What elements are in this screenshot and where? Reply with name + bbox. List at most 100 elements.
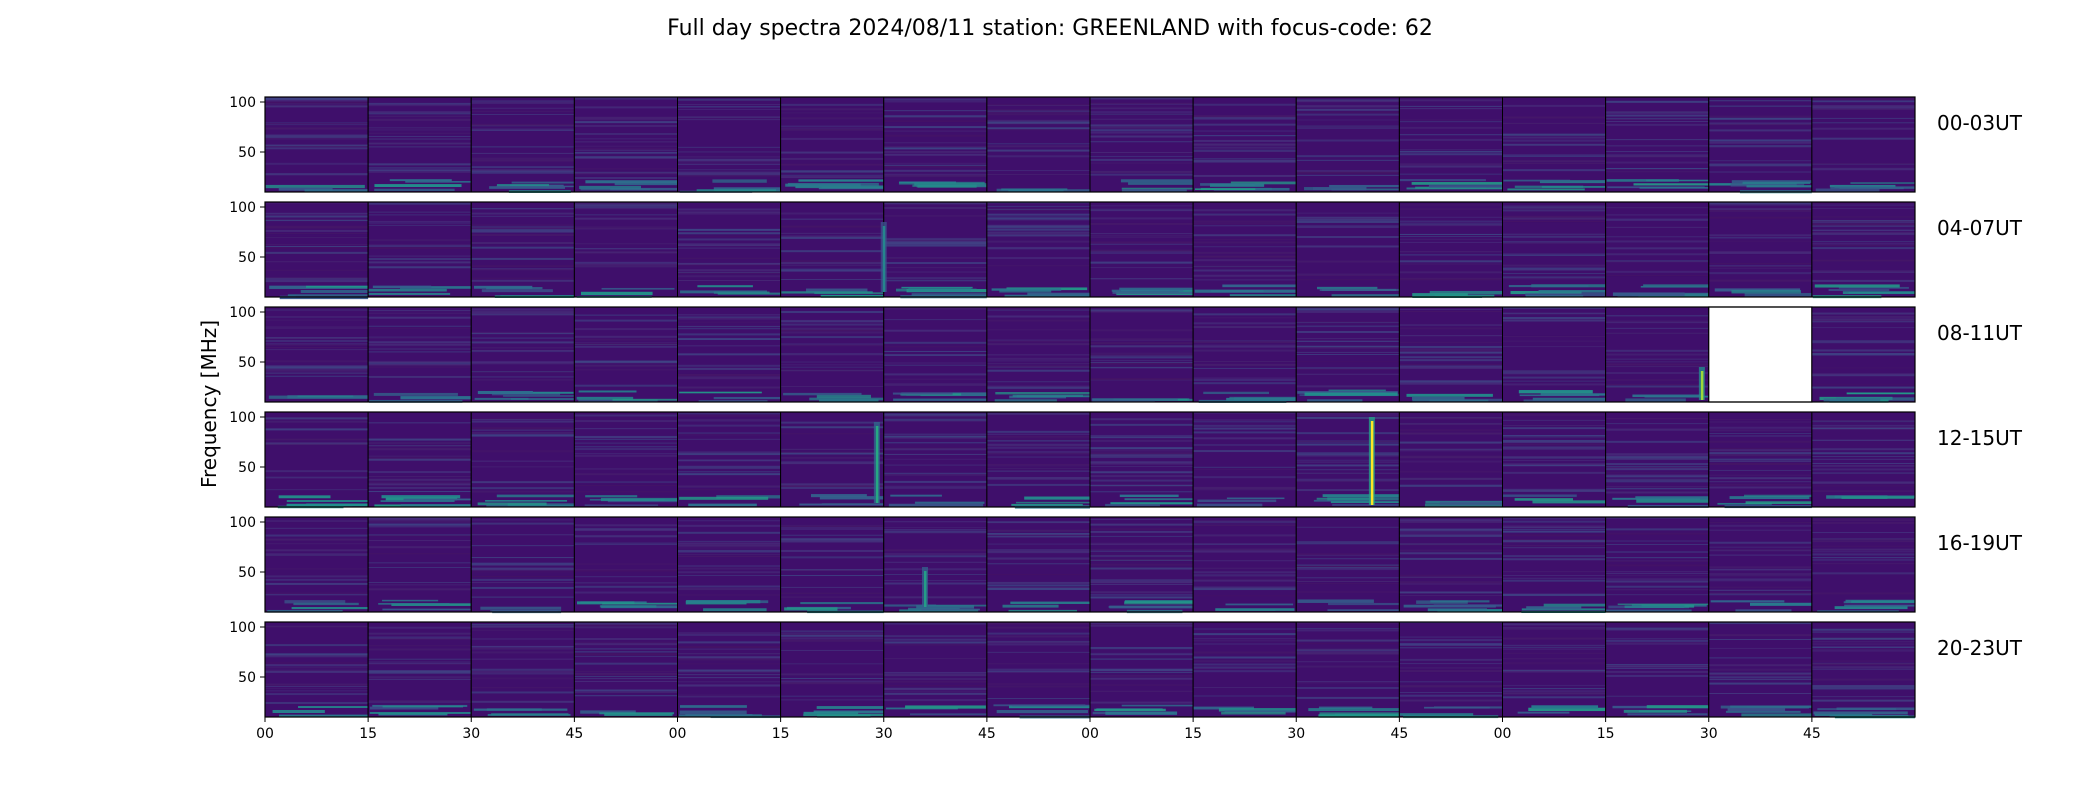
spectral-line <box>1708 208 1812 211</box>
spectral-line <box>1605 385 1709 388</box>
spectral-line <box>1708 452 1812 455</box>
spectral-line <box>471 420 575 423</box>
low-frequency-band <box>916 605 975 609</box>
spectrum-panel <box>1811 411 1916 508</box>
spectral-line <box>1399 543 1503 545</box>
spectral-line <box>574 528 678 531</box>
low-frequency-band <box>1741 713 1812 717</box>
spectral-line <box>471 460 575 462</box>
spectral-line <box>574 208 678 210</box>
spectral-line <box>1296 565 1400 568</box>
spectrum-panel <box>1502 201 1607 298</box>
spectral-line <box>1296 354 1400 356</box>
spectral-line <box>1090 418 1194 421</box>
row-frame <box>264 516 1916 613</box>
spectral-line <box>265 136 369 139</box>
x-axis: 00 15 30 45 00 15 30 45 00 15 30 45 00 15 30 45 <box>256 717 1821 742</box>
panel-background <box>574 97 678 192</box>
spectral-line <box>265 489 369 491</box>
spectral-line <box>780 421 884 424</box>
spectral-line <box>1605 594 1709 596</box>
low-frequency-band <box>1327 497 1400 501</box>
spectral-line <box>368 110 472 113</box>
spectral-line <box>574 319 678 322</box>
spectral-line <box>677 642 781 644</box>
low-frequency-band <box>286 503 369 507</box>
spectral-line <box>471 575 575 577</box>
spectral-line <box>1708 647 1812 649</box>
low-frequency-band <box>1399 179 1486 182</box>
spectral-line <box>574 171 678 173</box>
spectral-line <box>883 341 987 344</box>
spectral-line <box>677 174 781 177</box>
spectral-line <box>1502 253 1606 255</box>
spectral-line <box>1193 139 1297 142</box>
spectral-line <box>265 664 369 667</box>
low-frequency-band <box>400 286 472 289</box>
row-label: 00-03UT <box>1937 111 2023 135</box>
low-frequency-band <box>400 396 472 400</box>
spectral-line <box>1193 543 1297 545</box>
spectral-line <box>780 361 884 363</box>
spectral-line <box>1811 685 1915 688</box>
spectral-line <box>780 218 884 220</box>
spectral-line <box>1811 519 1915 522</box>
spectral-line <box>1399 448 1503 450</box>
spectral-line <box>677 567 781 570</box>
spectral-line <box>1811 538 1915 541</box>
low-frequency-band <box>783 392 862 396</box>
spectral-line <box>471 432 575 435</box>
spectral-line <box>1811 373 1915 376</box>
spectral-line <box>1708 549 1812 552</box>
spectral-line <box>1708 678 1812 680</box>
spectral-line <box>1708 546 1812 548</box>
spectral-line <box>574 676 678 678</box>
spectral-line <box>1193 412 1297 414</box>
panel-background <box>1193 622 1297 717</box>
spectral-line <box>1502 575 1606 577</box>
spectral-line <box>1090 563 1194 566</box>
spectral-line <box>265 146 369 148</box>
y-tick-label: 100 <box>229 305 256 321</box>
spectral-line <box>1193 695 1297 697</box>
spectral-line <box>1502 662 1606 665</box>
spectral-line <box>986 435 1090 438</box>
spectrum-panel <box>470 306 575 403</box>
spectral-line <box>1296 479 1400 482</box>
spectral-line <box>368 261 472 264</box>
spectrum-panel <box>1605 516 1710 613</box>
row-label: 04-07UT <box>1937 216 2023 240</box>
spectral-line <box>1811 327 1915 329</box>
panel-background <box>1502 307 1606 402</box>
spectrum-panel <box>986 306 1091 403</box>
spectral-line <box>1399 126 1503 129</box>
spectral-line <box>1708 569 1812 571</box>
low-frequency-band <box>1514 498 1574 501</box>
spectral-line <box>986 219 1090 221</box>
spectral-line <box>265 122 369 124</box>
spectral-line <box>1811 572 1915 575</box>
spectral-line <box>1605 247 1709 250</box>
low-frequency-band <box>1010 601 1090 604</box>
spectral-line <box>1090 449 1194 452</box>
low-frequency-band <box>1229 294 1297 297</box>
spectral-line <box>780 311 884 314</box>
low-frequency-band <box>1828 289 1890 291</box>
spectrum-panel <box>677 516 782 613</box>
spectral-line <box>1296 330 1400 333</box>
spectral-line <box>265 277 369 280</box>
low-frequency-band <box>380 500 455 502</box>
spectral-line <box>780 528 884 531</box>
spectral-line <box>471 557 575 559</box>
spectral-line <box>1708 622 1812 625</box>
spectral-line <box>471 596 575 598</box>
spectral-line <box>1502 264 1606 267</box>
spectral-line <box>471 519 575 521</box>
spectral-line <box>883 521 987 523</box>
spectral-line <box>368 632 472 635</box>
spectral-line <box>1193 317 1297 319</box>
low-frequency-band <box>999 289 1052 293</box>
spectral-line <box>677 471 781 473</box>
spectral-line <box>883 480 987 483</box>
panel-background <box>1605 622 1709 717</box>
